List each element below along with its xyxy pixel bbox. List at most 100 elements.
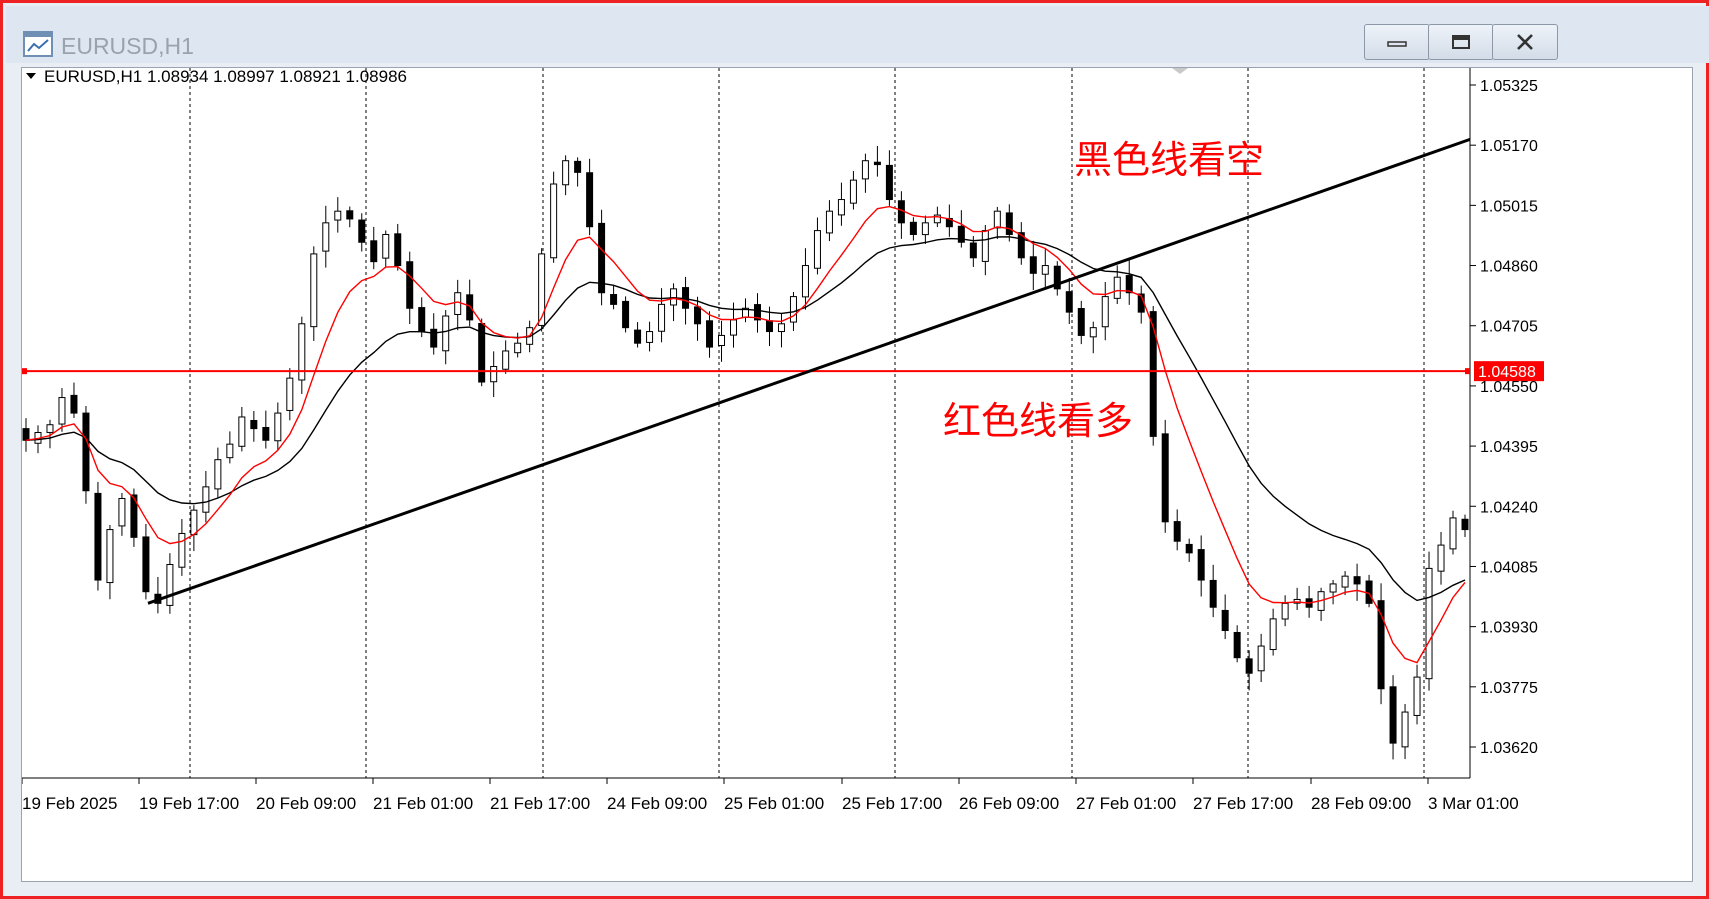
bearish-candle: [1221, 609, 1229, 632]
drawn-lines[interactable]: 1.04588: [22, 137, 1544, 605]
bearish-candle: [957, 225, 965, 243]
bearish-candle: [1125, 275, 1133, 294]
x-tick-label: 21 Feb 01:00: [373, 794, 473, 813]
bullish-candle: [921, 222, 929, 236]
bullish-candle: [538, 253, 546, 326]
y-axis-labels: 1.05325 1.05170 1.05015 1.04860 1.04705 1.045…: [1470, 78, 1538, 757]
bullish-candle: [1425, 567, 1433, 680]
x-tick-label: 21 Feb 17:00: [490, 794, 590, 813]
bullish-candle: [933, 214, 941, 224]
dropdown-icon[interactable]: [26, 73, 36, 79]
annotation-red-line: 红色线看多: [943, 399, 1133, 443]
slow-ma-line: [25, 236, 1466, 602]
bullish-candle: [1329, 583, 1337, 593]
bullish-candle: [1449, 517, 1457, 550]
bearish-candle: [22, 428, 30, 441]
x-tick-label: 27 Feb 17:00: [1193, 794, 1293, 813]
scroll-marker: [1172, 68, 1188, 74]
bearish-candle: [1077, 308, 1085, 336]
bearish-candle: [406, 261, 414, 309]
y-tick-label: 1.04240: [1480, 499, 1538, 516]
x-tick-label: 19 Feb 17:00: [139, 794, 239, 813]
bearish-candle: [1161, 433, 1169, 523]
x-tick-label: 24 Feb 09:00: [607, 794, 707, 813]
price-tag: [1474, 361, 1544, 382]
bearish-candle: [873, 161, 881, 166]
bearish-candle: [94, 492, 102, 581]
bullish-candle: [490, 365, 498, 383]
vertical-grid: [189, 68, 1425, 778]
y-tick-label: 1.04705: [1480, 319, 1538, 336]
bullish-candle: [382, 233, 390, 259]
bearish-candle: [598, 222, 606, 294]
bearish-candle: [466, 294, 474, 321]
bearish-candle: [1245, 658, 1253, 674]
chart-area[interactable]: 1.04588 1.05325 1.05170 1.05015 1.04860 1.04…: [21, 67, 1693, 882]
bullish-candle: [502, 350, 510, 370]
bearish-candle: [1353, 576, 1361, 585]
bearish-candle: [394, 233, 402, 267]
bullish-candle: [1413, 676, 1421, 716]
bearish-candle: [909, 221, 917, 235]
bearish-candle: [1017, 232, 1025, 259]
close-button[interactable]: [1492, 24, 1558, 60]
y-tick-label: 1.03775: [1480, 680, 1538, 697]
bullish-candle: [1257, 645, 1265, 672]
bullish-candle: [202, 486, 210, 513]
bearish-candle: [1005, 212, 1013, 235]
bearish-candle: [370, 240, 378, 263]
annotation-black-line: 黑色线看空: [1074, 138, 1264, 182]
bullish-candle: [670, 288, 678, 306]
bullish-candle: [454, 292, 462, 315]
chart-window-icon: [23, 31, 53, 57]
bearish-candle: [586, 172, 594, 228]
x-tick-label: 27 Feb 01:00: [1076, 794, 1176, 813]
bullish-candle: [993, 210, 1001, 229]
bullish-candle: [730, 319, 738, 336]
bearish-candle: [753, 304, 761, 321]
close-icon: [1517, 34, 1533, 50]
bearish-candle: [70, 394, 78, 414]
y-tick-label: 1.05325: [1480, 78, 1538, 95]
bullish-candle: [837, 199, 845, 216]
bearish-candle: [1065, 291, 1073, 313]
chart-header: EURUSD,H1 1.08934 1.08997 1.08921 1.0898…: [26, 68, 407, 86]
price-chart[interactable]: 1.04588 1.05325 1.05170 1.05015 1.04860 1.04…: [22, 68, 1692, 881]
bearish-candle: [430, 328, 438, 348]
bullish-candle: [1089, 327, 1097, 338]
bearish-candle: [1389, 686, 1397, 744]
x-tick-label: 25 Feb 17:00: [842, 794, 942, 813]
bearish-candle: [82, 412, 90, 492]
bullish-candle: [813, 230, 821, 269]
bullish-candle: [789, 296, 797, 323]
bullish-candle: [274, 412, 282, 442]
bullish-candle: [861, 160, 869, 180]
y-tick-label: 1.03930: [1480, 620, 1538, 637]
price-tag-label: 1.04588: [1478, 364, 1536, 381]
bearish-candle: [634, 329, 642, 344]
bullish-candle: [58, 397, 66, 425]
bearish-candle: [142, 536, 150, 593]
x-tick-label: 25 Feb 01:00: [724, 794, 824, 813]
bullish-candle: [322, 222, 330, 252]
bullish-candle: [658, 303, 666, 332]
bullish-candle: [801, 265, 809, 298]
x-tick-label: 19 Feb 2025: [22, 794, 117, 813]
bullish-candle: [238, 416, 246, 447]
bearish-candle: [885, 164, 893, 201]
bearish-candle: [969, 242, 977, 259]
bearish-candle: [622, 300, 630, 329]
minimize-button[interactable]: [1364, 24, 1430, 60]
bearish-candle: [358, 219, 366, 243]
x-axis-labels: 19 Feb 2025 19 Feb 17:00 20 Feb 09:00 21 Fe…: [22, 778, 1519, 813]
title-bar: EURUSD,H1: [6, 6, 1709, 63]
restore-button[interactable]: [1428, 24, 1494, 60]
restore-icon: [1452, 35, 1470, 49]
moving-averages: [25, 205, 1466, 664]
axes: [22, 68, 1471, 779]
bullish-candle: [562, 160, 570, 186]
bullish-candle: [106, 529, 114, 584]
bearish-candle: [250, 419, 258, 430]
trendline: [147, 137, 1471, 605]
